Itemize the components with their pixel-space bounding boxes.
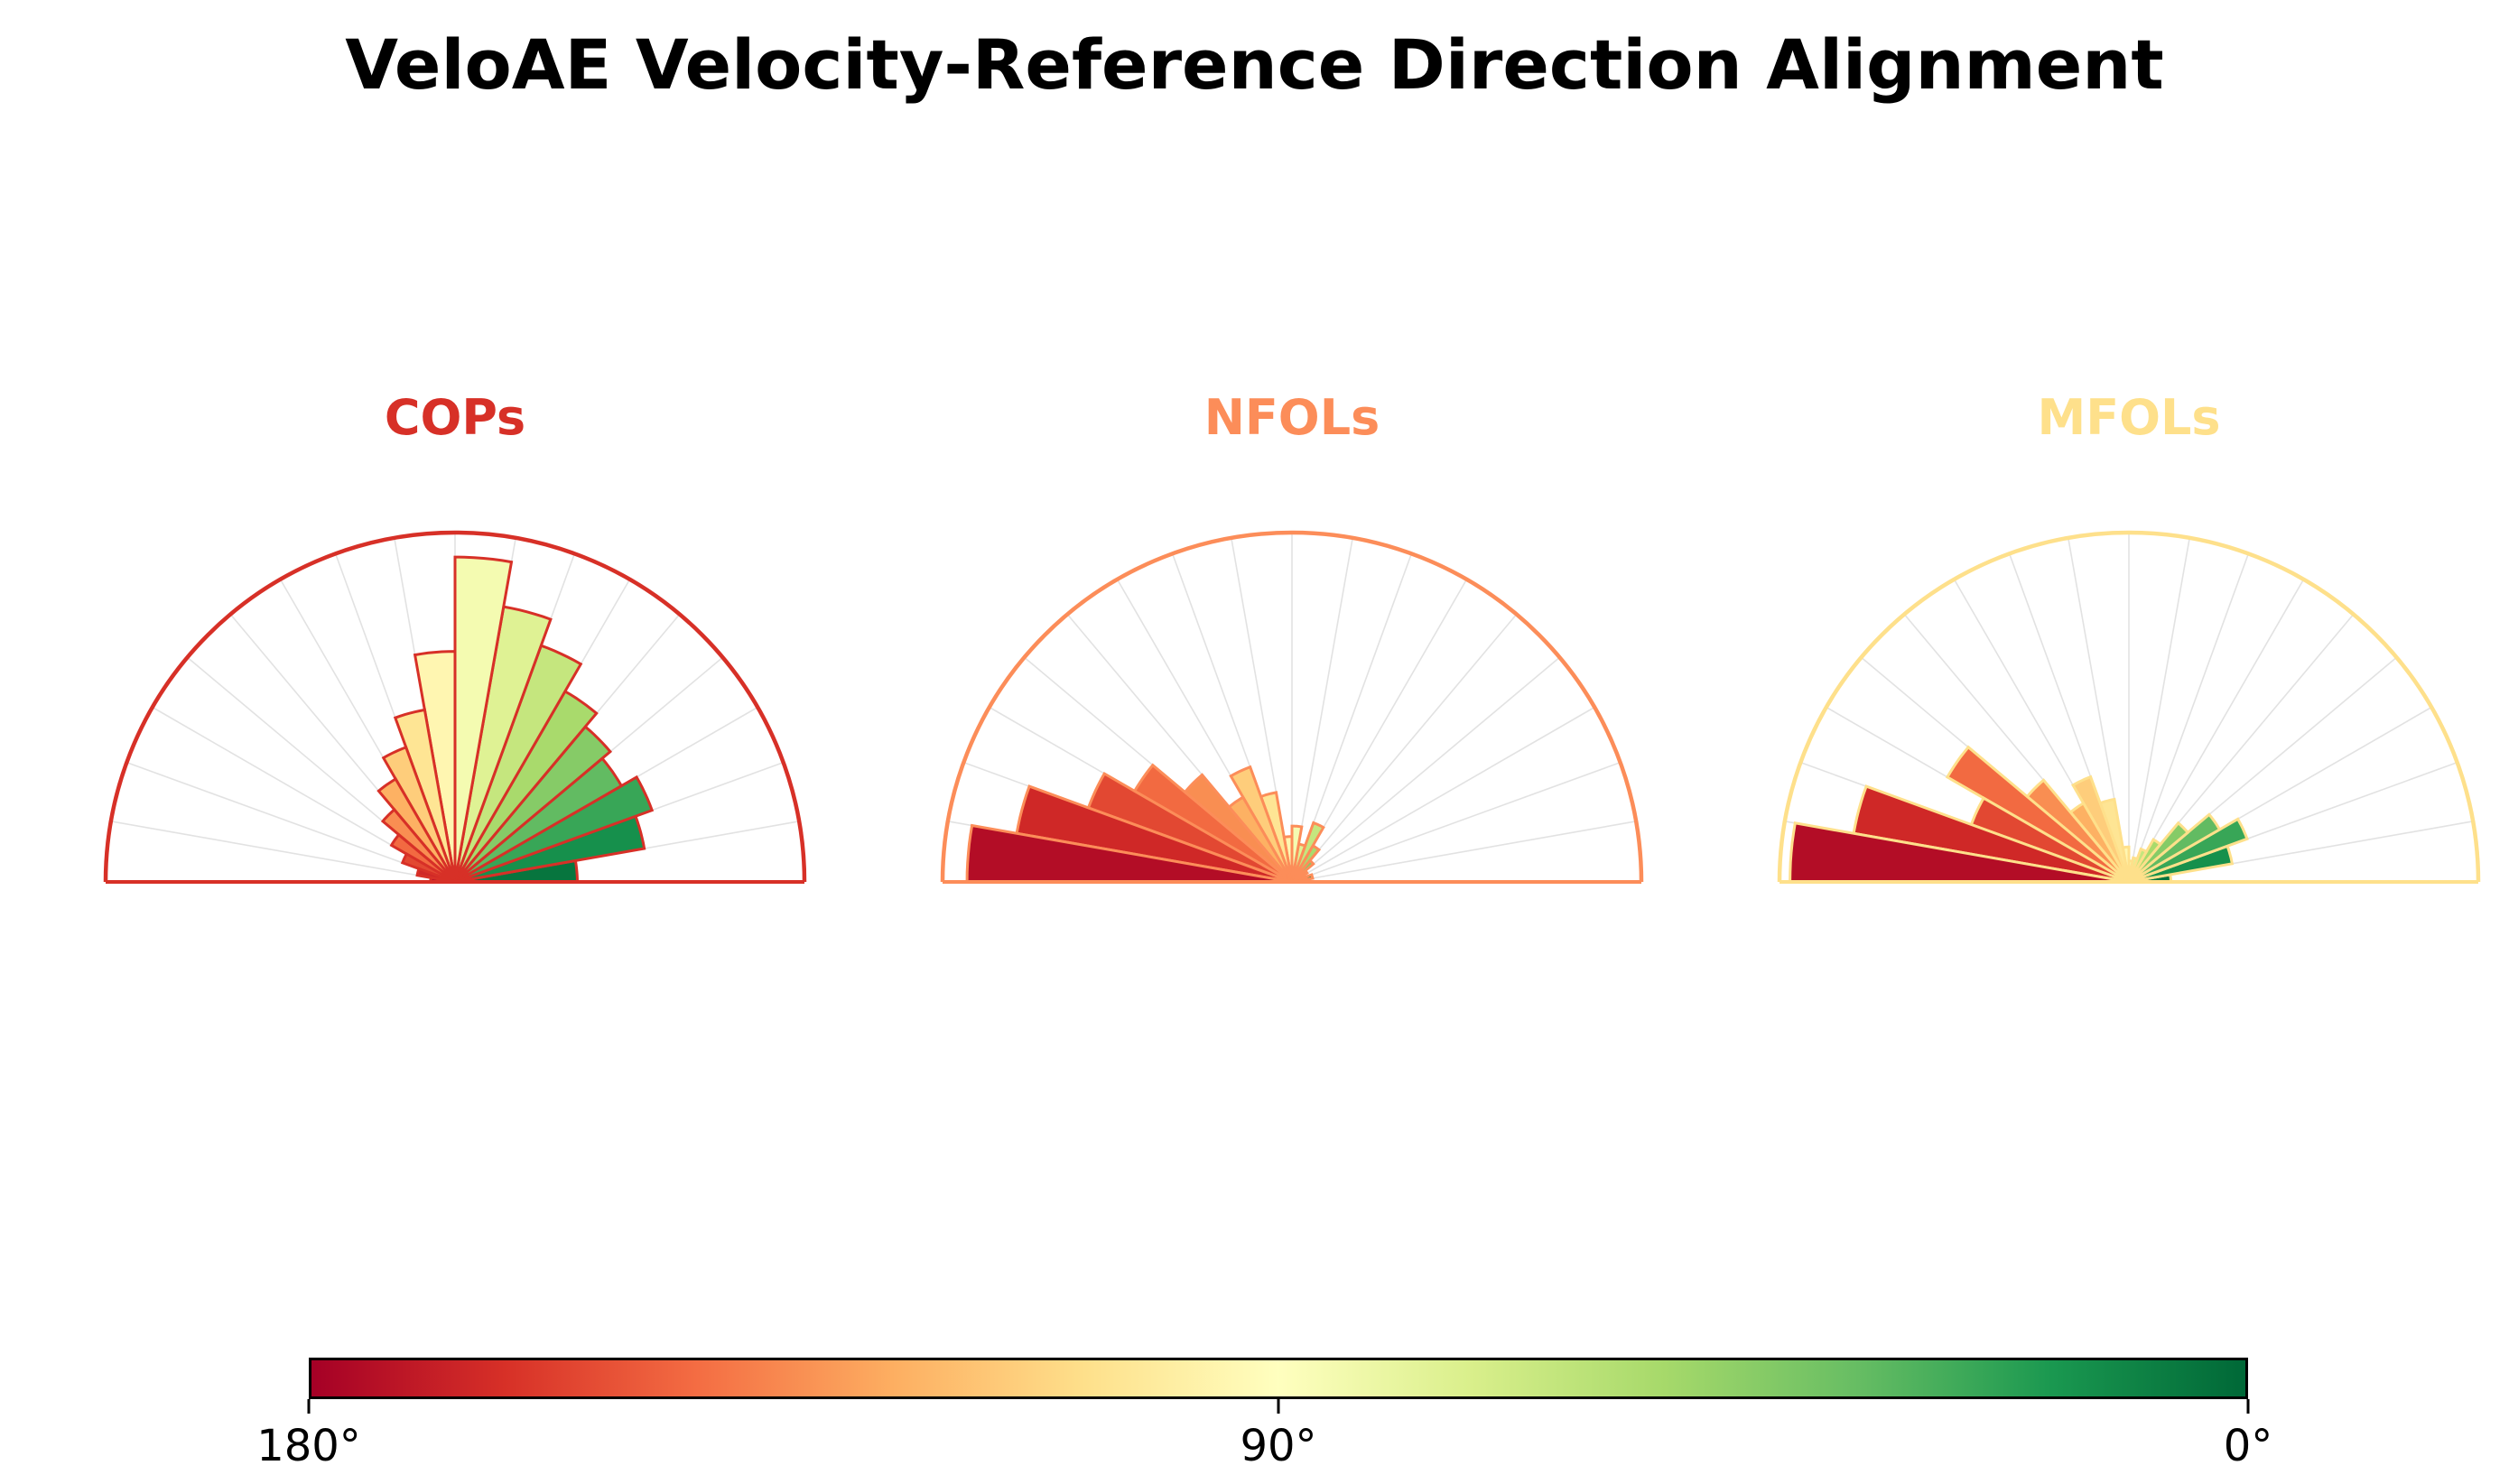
polar-bar — [389, 832, 456, 884]
colorbar-tick-0 — [2246, 1399, 2250, 1414]
polar-bar — [1290, 821, 1325, 883]
polar-bar — [1969, 796, 2130, 884]
polar-grid-spoke — [110, 821, 456, 883]
polar-bar — [453, 555, 514, 883]
panel-title-nfols: NFOLs — [1203, 389, 1380, 446]
polar-bar — [2128, 812, 2222, 884]
polar-bar — [1086, 771, 1293, 884]
polar-bar — [1290, 824, 1304, 883]
polar-bar — [454, 756, 624, 884]
polar-grid-spoke — [2128, 537, 2190, 883]
colorbar-label-180: 180° — [256, 1421, 361, 1471]
polar-bar — [1015, 784, 1293, 884]
panel-mfols: MFOLs — [1770, 394, 2487, 891]
panel-cops: COPs — [97, 394, 813, 891]
colorbar-gradient — [309, 1358, 2248, 1399]
polar-outline-arc — [1777, 530, 2481, 883]
polar-bar — [453, 689, 599, 883]
polar-bar — [1789, 821, 2130, 884]
colorbar: 180° 90° 0° — [256, 1358, 2272, 1471]
polar-bar — [2127, 838, 2162, 883]
polar-outline-arc — [103, 530, 807, 883]
polar-grid-spoke — [1291, 706, 1595, 883]
polar-bar — [454, 774, 655, 884]
polar-bar — [1852, 784, 2130, 884]
colorbar-tick-90 — [1277, 1399, 1280, 1414]
polar-grid-spoke — [1291, 656, 1560, 883]
polar-grid-spoke — [1291, 761, 1621, 883]
polar-grid-spoke — [1291, 821, 1637, 883]
polar-grid-spoke — [126, 761, 456, 883]
cops-rose-chart — [103, 530, 807, 884]
polar-bar — [400, 851, 456, 884]
polar-bar — [453, 724, 613, 884]
polar-bar — [415, 867, 456, 884]
colorbar-label-0: 0° — [2223, 1421, 2273, 1471]
polar-bar — [453, 644, 583, 883]
polar-bar — [965, 823, 1293, 884]
polar-grid-spoke — [1291, 614, 1518, 883]
colorbar-label-90: 90° — [1240, 1421, 1317, 1471]
polar-bar — [2127, 821, 2190, 884]
panel-nfols: NFOLs — [934, 394, 1650, 891]
polar-bar — [380, 807, 457, 884]
mfols-rose-chart — [1777, 530, 2481, 884]
polar-grid-spoke — [2128, 553, 2250, 883]
nfols-rose-chart — [940, 530, 1644, 884]
panel-title-mfols: MFOLs — [2037, 389, 2221, 446]
polar-bar — [376, 776, 457, 883]
polar-bar — [1132, 763, 1293, 884]
colorbar-tick-180 — [307, 1399, 311, 1414]
polar-bar — [453, 605, 553, 883]
polar-outline-arc — [940, 530, 1644, 883]
polar-grid-spoke — [2128, 579, 2305, 883]
polar-grid-spoke — [1291, 537, 1353, 883]
panel-title-cops: COPs — [384, 389, 526, 446]
polar-bar — [1945, 745, 2130, 884]
figure-title: VeloAE Velocity-Reference Direction Alig… — [345, 24, 2164, 105]
